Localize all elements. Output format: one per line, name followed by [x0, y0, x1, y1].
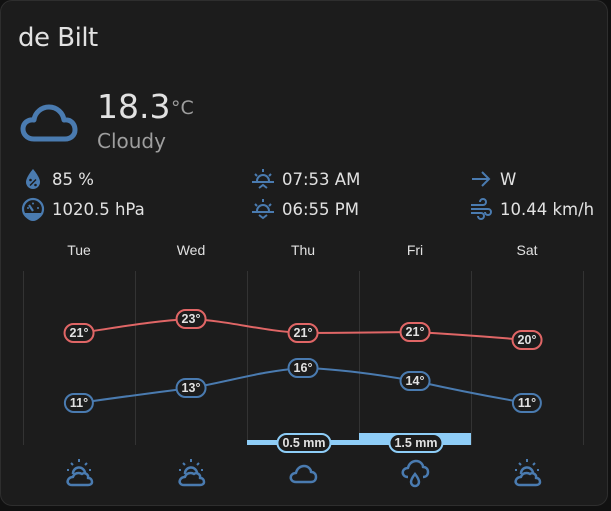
water-percent-icon: [26, 169, 40, 189]
humidity-attribute: 85 %: [21, 167, 94, 191]
pressure-value: 1020.5 hPa: [52, 199, 145, 219]
low-temp-label: 11°: [63, 393, 95, 413]
partly-cloudy-icon: [178, 459, 206, 487]
wind-speed-value: 10.44 km/h: [500, 199, 595, 219]
sunrise-value: 07:53 AM: [282, 169, 361, 189]
cloudy-icon: [20, 104, 78, 142]
wind-speed-attribute: 10.44 km/h: [469, 197, 594, 221]
forecast-day-label: Wed: [176, 242, 206, 258]
high-temp-label: 21°: [287, 323, 319, 343]
partly-cloudy-icon: [66, 459, 94, 487]
humidity-value: 85 %: [52, 169, 94, 189]
sunrise-icon: [252, 169, 274, 189]
temperature-unit: °C: [171, 97, 194, 119]
low-temp-label: 11°: [511, 393, 543, 413]
location-title: de Bilt: [18, 23, 98, 53]
rainy-icon: [401, 459, 430, 488]
low-temp-label: 13°: [175, 378, 207, 398]
high-temp-label: 21°: [63, 323, 95, 343]
grid-line: [471, 271, 472, 445]
sunset-value: 06:55 PM: [282, 199, 359, 219]
grid-line: [23, 271, 24, 445]
forecast-day-label: Tue: [67, 242, 91, 258]
wind-direction-attribute: W: [469, 167, 516, 191]
forecast-day-label: Thu: [290, 242, 316, 258]
current-condition: Cloudy: [97, 129, 166, 153]
forecast-day-label: Fri: [406, 242, 424, 258]
pressure-attribute: 1020.5 hPa: [21, 197, 145, 221]
high-temp-label: 20°: [511, 330, 543, 350]
precipitation-label: 1.5 mm: [388, 433, 444, 453]
high-temp-label: 23°: [175, 309, 207, 329]
grid-line: [247, 271, 248, 445]
sunset-icon: [252, 199, 274, 220]
arrow-right-icon: [472, 171, 491, 187]
grid-line: [135, 271, 136, 445]
sunset-attribute: 06:55 PM: [251, 197, 359, 221]
precipitation-label: 0.5 mm: [276, 433, 332, 453]
low-temp-label: 16°: [287, 358, 319, 378]
wind-icon: [471, 198, 492, 220]
low-temp-label: 14°: [399, 371, 431, 391]
current-temperature: 18.3: [97, 87, 171, 126]
wind-direction-value: W: [500, 169, 517, 189]
gauge-icon: [21, 197, 45, 221]
high-temp-label: 21°: [399, 322, 431, 342]
partly-cloudy-icon: [514, 459, 542, 487]
grid-line: [583, 271, 584, 445]
grid-line: [359, 271, 360, 445]
sunrise-attribute: 07:53 AM: [251, 167, 360, 191]
cloudy-icon: [289, 464, 318, 484]
forecast-day-label: Sat: [516, 242, 538, 258]
